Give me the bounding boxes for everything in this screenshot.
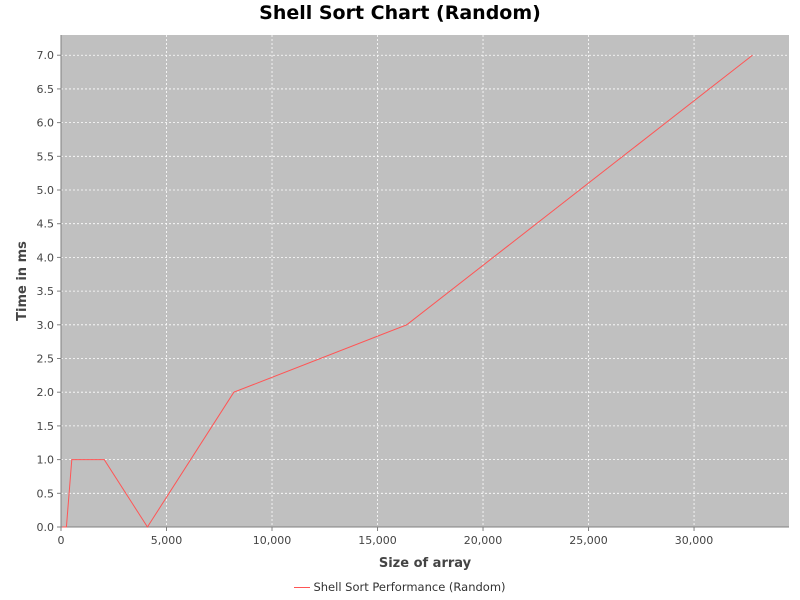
axes: 0 5,000 10,000 15,000 20,000 25,000 30,000 0.0 0… xyxy=(37,35,789,547)
y-tick-label: 6.5 xyxy=(37,83,55,96)
x-tick-label: 20,000 xyxy=(464,534,503,547)
x-tick-label: 10,000 xyxy=(253,534,292,547)
legend-label: Shell Sort Performance (Random) xyxy=(313,580,506,594)
legend: Shell Sort Performance (Random) xyxy=(0,580,800,594)
y-tick-label: 0.5 xyxy=(37,487,55,500)
x-tick-label: 0 xyxy=(58,534,65,547)
x-tick-label: 30,000 xyxy=(675,534,714,547)
y-axis-label: Time in ms xyxy=(15,241,30,321)
series-layer xyxy=(62,54,753,528)
y-tick-label: 5.0 xyxy=(37,184,55,197)
y-tick-label: 2.5 xyxy=(37,353,55,366)
series-line xyxy=(62,54,753,528)
x-tick-label: 5,000 xyxy=(151,534,183,547)
y-tick-label: 1.5 xyxy=(37,420,55,433)
y-tick-label: 1.0 xyxy=(37,454,55,467)
chart-title: Shell Sort Chart (Random) xyxy=(259,2,541,24)
y-tick-label: 3.5 xyxy=(37,285,55,298)
y-tick-label: 6.0 xyxy=(37,117,55,130)
y-tick-label: 2.0 xyxy=(37,386,55,399)
y-tick-label: 5.5 xyxy=(37,150,55,163)
x-tick-label: 15,000 xyxy=(358,534,397,547)
y-tick-label: 3.0 xyxy=(37,319,55,332)
y-tick-label: 7.0 xyxy=(37,49,55,62)
x-axis-label: Size of array xyxy=(379,556,472,571)
gridlines xyxy=(61,35,789,527)
y-tick-label: 4.0 xyxy=(37,251,55,264)
plot-area xyxy=(61,35,789,527)
y-tick-label: 4.5 xyxy=(37,218,55,231)
y-tick-label: 0.0 xyxy=(37,521,55,534)
x-tick-label: 25,000 xyxy=(569,534,608,547)
legend-swatch xyxy=(294,587,311,588)
